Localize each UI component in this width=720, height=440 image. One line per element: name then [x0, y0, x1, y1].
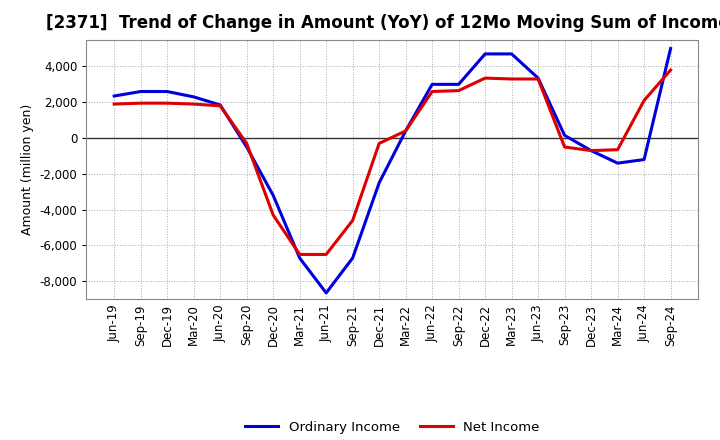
Net Income	[348, 218, 357, 223]
Ordinary Income	[163, 89, 171, 94]
Ordinary Income	[428, 82, 436, 87]
Net Income	[189, 101, 198, 106]
Net Income	[163, 100, 171, 106]
Net Income	[587, 148, 595, 153]
Legend: Ordinary Income, Net Income: Ordinary Income, Net Income	[240, 415, 545, 440]
Net Income	[269, 213, 277, 218]
Net Income	[640, 98, 649, 103]
Net Income	[401, 128, 410, 134]
Ordinary Income	[136, 89, 145, 94]
Ordinary Income	[481, 51, 490, 57]
Net Income	[322, 252, 330, 257]
Net Income	[560, 144, 569, 150]
Net Income	[295, 252, 304, 257]
Ordinary Income	[110, 93, 119, 99]
Net Income	[481, 75, 490, 81]
Ordinary Income	[666, 46, 675, 51]
Ordinary Income	[534, 75, 542, 81]
Line: Net Income: Net Income	[114, 70, 670, 254]
Ordinary Income	[189, 94, 198, 99]
Ordinary Income	[401, 128, 410, 134]
Ordinary Income	[243, 144, 251, 150]
Ordinary Income	[613, 161, 622, 166]
Ordinary Income	[322, 290, 330, 296]
Ordinary Income	[640, 157, 649, 162]
Ordinary Income	[216, 103, 225, 108]
Ordinary Income	[587, 148, 595, 153]
Title: [2371]  Trend of Change in Amount (YoY) of 12Mo Moving Sum of Incomes: [2371] Trend of Change in Amount (YoY) o…	[45, 15, 720, 33]
Ordinary Income	[348, 255, 357, 260]
Net Income	[613, 147, 622, 152]
Net Income	[110, 101, 119, 106]
Net Income	[136, 100, 145, 106]
Ordinary Income	[295, 255, 304, 260]
Line: Ordinary Income: Ordinary Income	[114, 48, 670, 293]
Net Income	[454, 88, 463, 93]
Y-axis label: Amount (million yen): Amount (million yen)	[21, 104, 34, 235]
Ordinary Income	[560, 133, 569, 138]
Net Income	[534, 77, 542, 82]
Net Income	[375, 141, 384, 146]
Net Income	[243, 141, 251, 146]
Net Income	[428, 89, 436, 94]
Ordinary Income	[454, 82, 463, 87]
Net Income	[508, 77, 516, 82]
Ordinary Income	[508, 51, 516, 57]
Ordinary Income	[375, 180, 384, 186]
Net Income	[666, 67, 675, 73]
Net Income	[216, 103, 225, 109]
Ordinary Income	[269, 193, 277, 198]
